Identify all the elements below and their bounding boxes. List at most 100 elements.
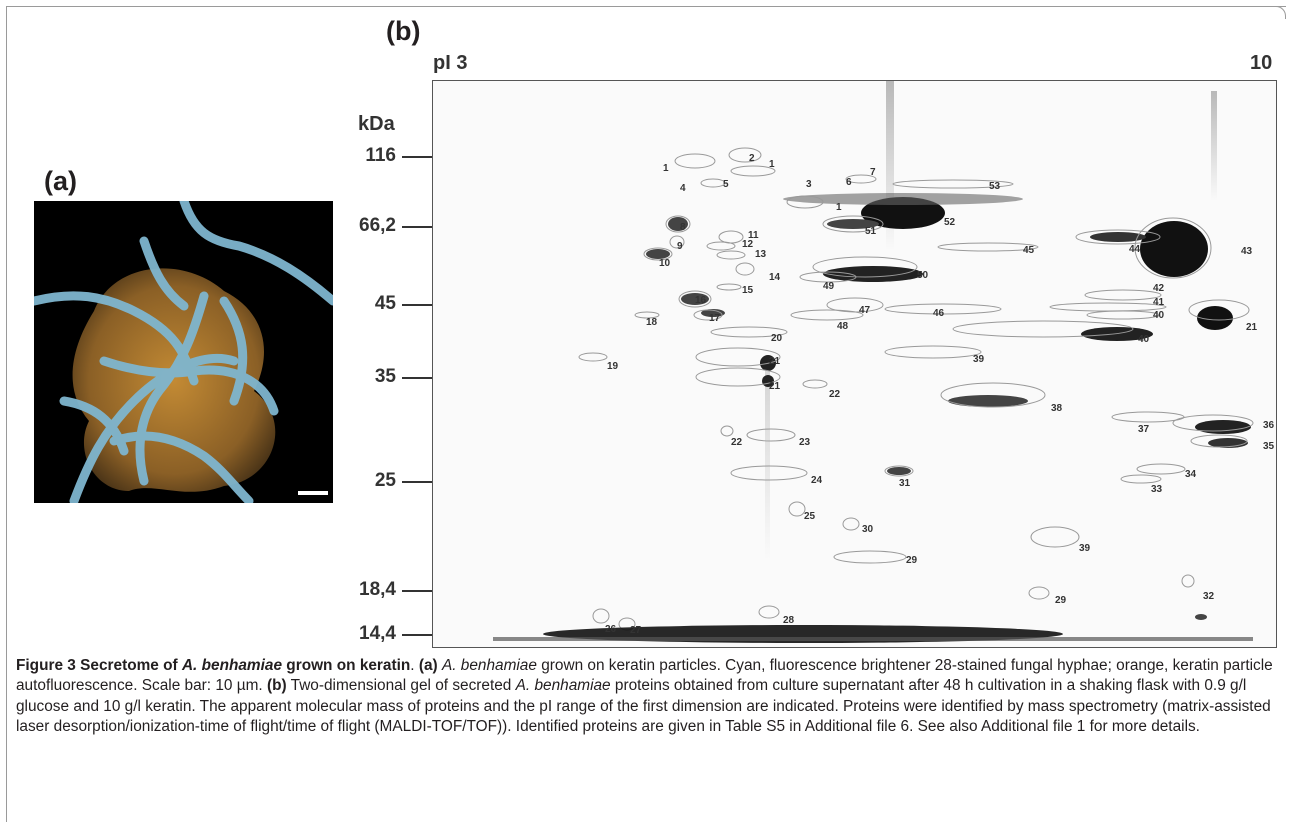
spot-number-label: 14 — [769, 272, 781, 283]
spot-number-label: 38 — [1051, 403, 1063, 414]
gel-spot-major — [861, 197, 945, 229]
spot-number-label: 29 — [1055, 595, 1067, 606]
gel-spot-outlines — [578, 147, 1254, 631]
spot-number-label: 23 — [799, 437, 811, 448]
mw-tick-mark — [402, 304, 432, 306]
mw-tick-mark — [402, 226, 432, 228]
spot-number-label: 22 — [829, 389, 841, 400]
caption-b-label: (b) — [266, 677, 287, 695]
gel-spot-band — [827, 219, 879, 229]
mw-tick-label: 18,4 — [359, 579, 396, 600]
spot-number-label: 39 — [973, 354, 985, 365]
caption-a-label: (a) — [418, 657, 438, 674]
spot-number-label: 40 — [1138, 334, 1150, 345]
mw-tick-mark — [402, 481, 432, 483]
spot-number-label: 21 — [769, 356, 781, 367]
gel-spot-band — [783, 193, 1023, 205]
spot-number-label: 50 — [917, 270, 929, 281]
mw-tick-label: 66,2 — [359, 215, 396, 236]
gel-spot — [668, 217, 688, 231]
mw-tick-label: 25 — [374, 470, 396, 491]
gel-spot — [701, 309, 725, 317]
spot-number-label: 1 — [663, 163, 669, 174]
spot-number-label: 46 — [933, 308, 945, 319]
caption-a-species: A. benhamiae — [441, 657, 537, 674]
spot-number-label: 17 — [709, 313, 721, 324]
kda-axis-title: kDa — [358, 113, 395, 135]
caption-title-species: A. benhamiae — [181, 657, 283, 674]
spot-number-label: 22 — [731, 437, 743, 448]
spot-number-label: 9 — [677, 241, 683, 252]
panel-a-label: (a) — [44, 166, 77, 196]
spot-number-label: 45 — [1023, 245, 1035, 256]
mw-tick-mark — [402, 634, 432, 636]
spot-number-label: 10 — [659, 258, 671, 269]
caption-b-species: A. benhamiae — [515, 677, 611, 695]
spot-number-label: 47 — [859, 305, 871, 316]
panel-b-label: (b) — [386, 16, 421, 46]
spot-number-label: 8 — [680, 222, 686, 233]
gel-streak — [886, 81, 894, 251]
spot-number-label: 44 — [1129, 244, 1141, 255]
spot-number-label: 21 — [769, 381, 781, 392]
mw-tick-mark — [402, 377, 432, 379]
pi-right-label: 10 — [1250, 52, 1273, 74]
spot-number-label: 48 — [837, 321, 849, 332]
spot-number-label: 52 — [944, 217, 956, 228]
caption-title-end: grown on keratin — [286, 657, 411, 674]
spot-number-label: 1 — [836, 202, 842, 213]
caption-b-text-1: Two-dimensional gel of secreted — [286, 677, 516, 695]
mw-tick-label: 45 — [374, 293, 396, 314]
spot-number-label: 12 — [742, 239, 754, 250]
spot-number-label: 24 — [811, 475, 823, 486]
spot-number-label: 11 — [748, 230, 759, 241]
caption-a-text: grown on keratin particles. Cyan, fluore… — [16, 657, 1273, 695]
spot-number-label: 30 — [862, 524, 874, 535]
spot-number-label: 26 — [605, 624, 617, 635]
spot-number-label: 16 — [695, 295, 707, 306]
mw-tick-label: 14,4 — [359, 623, 396, 644]
spot-number-label: 21 — [1246, 322, 1258, 333]
microscopy-image — [34, 201, 333, 503]
spot-number-label: 53 — [989, 181, 1001, 192]
spot-number-label: 28 — [783, 615, 795, 626]
mw-tick-label: 116 — [365, 145, 396, 166]
caption-title-start: Figure 3 Secretome of — [16, 657, 178, 674]
figure-caption: Figure 3 Secretome of A. benhamiae grown… — [16, 656, 1278, 738]
spot-number-label: 15 — [742, 285, 754, 296]
spot-number-label: 27 — [630, 625, 642, 636]
spot-number-label: 42 — [1153, 283, 1165, 294]
spot-number-label: 35 — [1263, 441, 1275, 452]
scale-bar — [298, 491, 328, 495]
spot-number-label: 19 — [607, 361, 619, 372]
hyphae-illustration — [34, 201, 333, 503]
spot-number-label: 43 — [1241, 246, 1253, 257]
caption-b-text-2: proteins obtained from culture supernata… — [16, 677, 1271, 736]
spot-number-label: 41 — [1153, 297, 1165, 308]
spot-number-label: 25 — [804, 511, 816, 522]
mw-tick-mark — [402, 590, 432, 592]
gel-streak — [1211, 91, 1217, 201]
gel-spot-band — [948, 395, 1028, 407]
spot-number-label: 2 — [749, 153, 755, 164]
spot-number-label: 39 — [1079, 543, 1091, 554]
spot-number-label: 4 — [680, 183, 686, 194]
spot-number-label: 34 — [1185, 469, 1197, 480]
caption-title-period: . — [410, 657, 419, 674]
dye-front-line — [493, 637, 1253, 641]
gel-spot — [681, 293, 709, 305]
spot-number-label: 49 — [823, 281, 835, 292]
spot-number-label: 40 — [1153, 310, 1165, 321]
gel-spot — [887, 467, 911, 475]
gel-spot-major — [1140, 221, 1208, 277]
spot-number-label: 36 — [1263, 420, 1275, 431]
spot-number-label: 31 — [899, 478, 911, 489]
spot-number-label: 1 — [769, 159, 775, 170]
gel-spot-band — [1090, 232, 1146, 242]
gel-spot-major — [1197, 306, 1233, 330]
spot-number-label: 7 — [870, 167, 876, 178]
gel-spot — [646, 249, 670, 259]
gel-streak — [765, 361, 770, 561]
spot-number-label: 20 — [771, 333, 783, 344]
